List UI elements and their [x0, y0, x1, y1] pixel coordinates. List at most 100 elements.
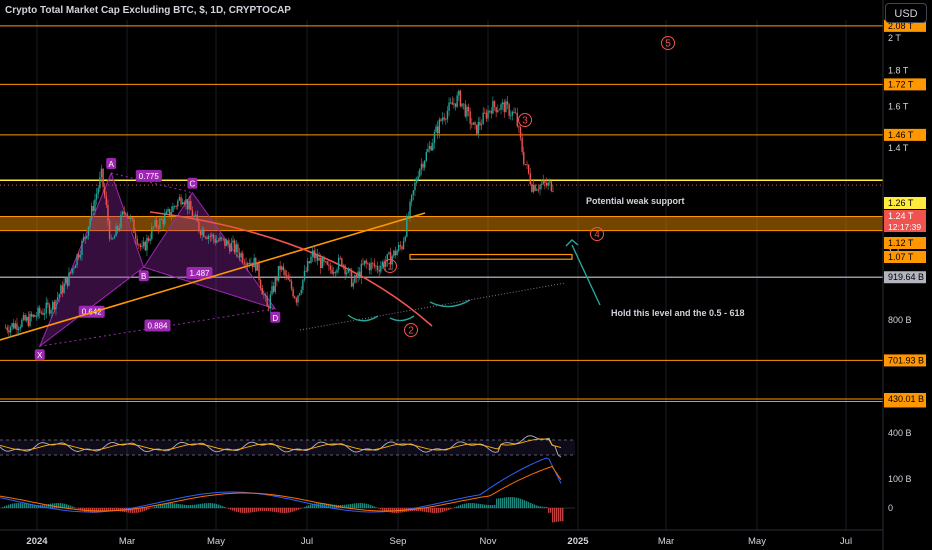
osc2-bar [84, 508, 86, 512]
osc2-bar [58, 503, 60, 508]
candle-body [292, 288, 294, 297]
osc2-bar [136, 508, 138, 513]
candle-body [490, 110, 492, 114]
candle-body [151, 227, 153, 240]
candle-body [139, 244, 142, 247]
osc2-bar [492, 504, 494, 508]
osc2-bar [360, 503, 362, 508]
osc2-bar [110, 508, 112, 512]
candle-body [8, 330, 10, 333]
candle-body [71, 268, 73, 273]
price-tag-label: 1.26 T [888, 198, 914, 208]
osc2-bar [534, 504, 536, 508]
osc2-bar [6, 505, 8, 508]
osc2-bar [112, 508, 114, 512]
osc2-bar [256, 508, 258, 512]
ascending-trendline [0, 212, 426, 341]
osc2-bar [102, 508, 104, 513]
candle-body [550, 181, 553, 192]
candle-body [11, 323, 13, 328]
osc2-bar [314, 503, 316, 508]
resistance-arc [149, 211, 433, 327]
osc2-bar [426, 508, 428, 513]
candle-body [474, 122, 476, 125]
osc2-bar [324, 503, 326, 508]
osc2-bar [128, 508, 130, 513]
candle-body [66, 277, 69, 286]
candle-body [183, 202, 185, 205]
candle-body [344, 265, 346, 275]
candle-body [266, 295, 268, 307]
osc2-bar [222, 506, 224, 508]
price-tag-bg [884, 78, 926, 91]
osc2-bar [34, 504, 36, 508]
candle-body [178, 197, 181, 201]
candle-body [448, 102, 450, 111]
candle-body [56, 297, 59, 301]
candle-body [274, 278, 276, 292]
candle-body [352, 282, 354, 287]
candle-body [45, 302, 47, 314]
candle-body [536, 189, 538, 191]
candle-body [406, 216, 408, 237]
candle-body [154, 219, 156, 227]
candle-body [336, 269, 338, 273]
time-axis[interactable]: 2024 Mar May Jul Sep Nov 2025 Mar May Jul [0, 529, 883, 547]
candle-body [233, 240, 236, 253]
candle-body [229, 244, 231, 252]
osc2-bar [148, 508, 150, 510]
candle-body [95, 193, 98, 200]
osc2-bar [274, 508, 276, 512]
candle-body [532, 184, 535, 192]
osc2-bar [500, 498, 502, 508]
osc2-bar [518, 498, 520, 508]
osc2-bar [498, 498, 500, 508]
osc1-band [0, 440, 575, 455]
osc2-bar [234, 508, 236, 512]
candle-body [175, 206, 177, 208]
candle-body [477, 122, 479, 134]
osc2-bar [8, 504, 10, 508]
osc2-bar [310, 504, 312, 508]
candle-body [420, 163, 423, 170]
osc2-bar [438, 508, 440, 513]
candle-body [501, 102, 504, 105]
candle-body [253, 258, 255, 268]
candle-body [191, 210, 194, 217]
candle-body [404, 236, 406, 241]
candle-body [451, 102, 454, 105]
candle-body [160, 218, 163, 220]
candle-body [58, 294, 60, 298]
osc2-bar [362, 503, 364, 508]
candle-body [220, 237, 223, 239]
osc2-bar [326, 503, 328, 508]
candle-body [251, 262, 254, 268]
candle-body [311, 250, 314, 257]
horizontal-levels [0, 25, 883, 402]
candle-body [146, 237, 148, 251]
candle-body [188, 201, 190, 210]
candle-body [498, 109, 501, 111]
candle-body [276, 278, 278, 281]
candle-body [100, 168, 103, 178]
osc2-macd [0, 457, 562, 513]
osc2-bar [328, 503, 330, 508]
candle-body [503, 102, 505, 113]
candle-body [55, 300, 57, 310]
candle-body [349, 268, 351, 271]
osc2-bar [312, 503, 314, 508]
currency-button[interactable]: USD [885, 3, 927, 23]
candle-body [449, 102, 452, 104]
candle-body [110, 238, 112, 240]
candle-body [185, 199, 187, 205]
candle-body [16, 323, 18, 331]
pattern-point-a: A [109, 160, 115, 169]
candle-body [181, 202, 184, 205]
candle-body [521, 137, 523, 152]
osc2-bar [70, 505, 72, 508]
osc2-bar [456, 506, 458, 508]
candle-body [376, 265, 379, 271]
osc2-bar [264, 508, 266, 512]
